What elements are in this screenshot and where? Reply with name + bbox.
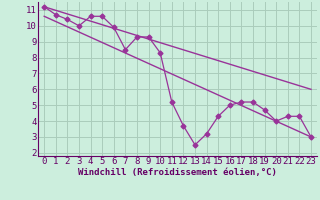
X-axis label: Windchill (Refroidissement éolien,°C): Windchill (Refroidissement éolien,°C) [78,168,277,177]
